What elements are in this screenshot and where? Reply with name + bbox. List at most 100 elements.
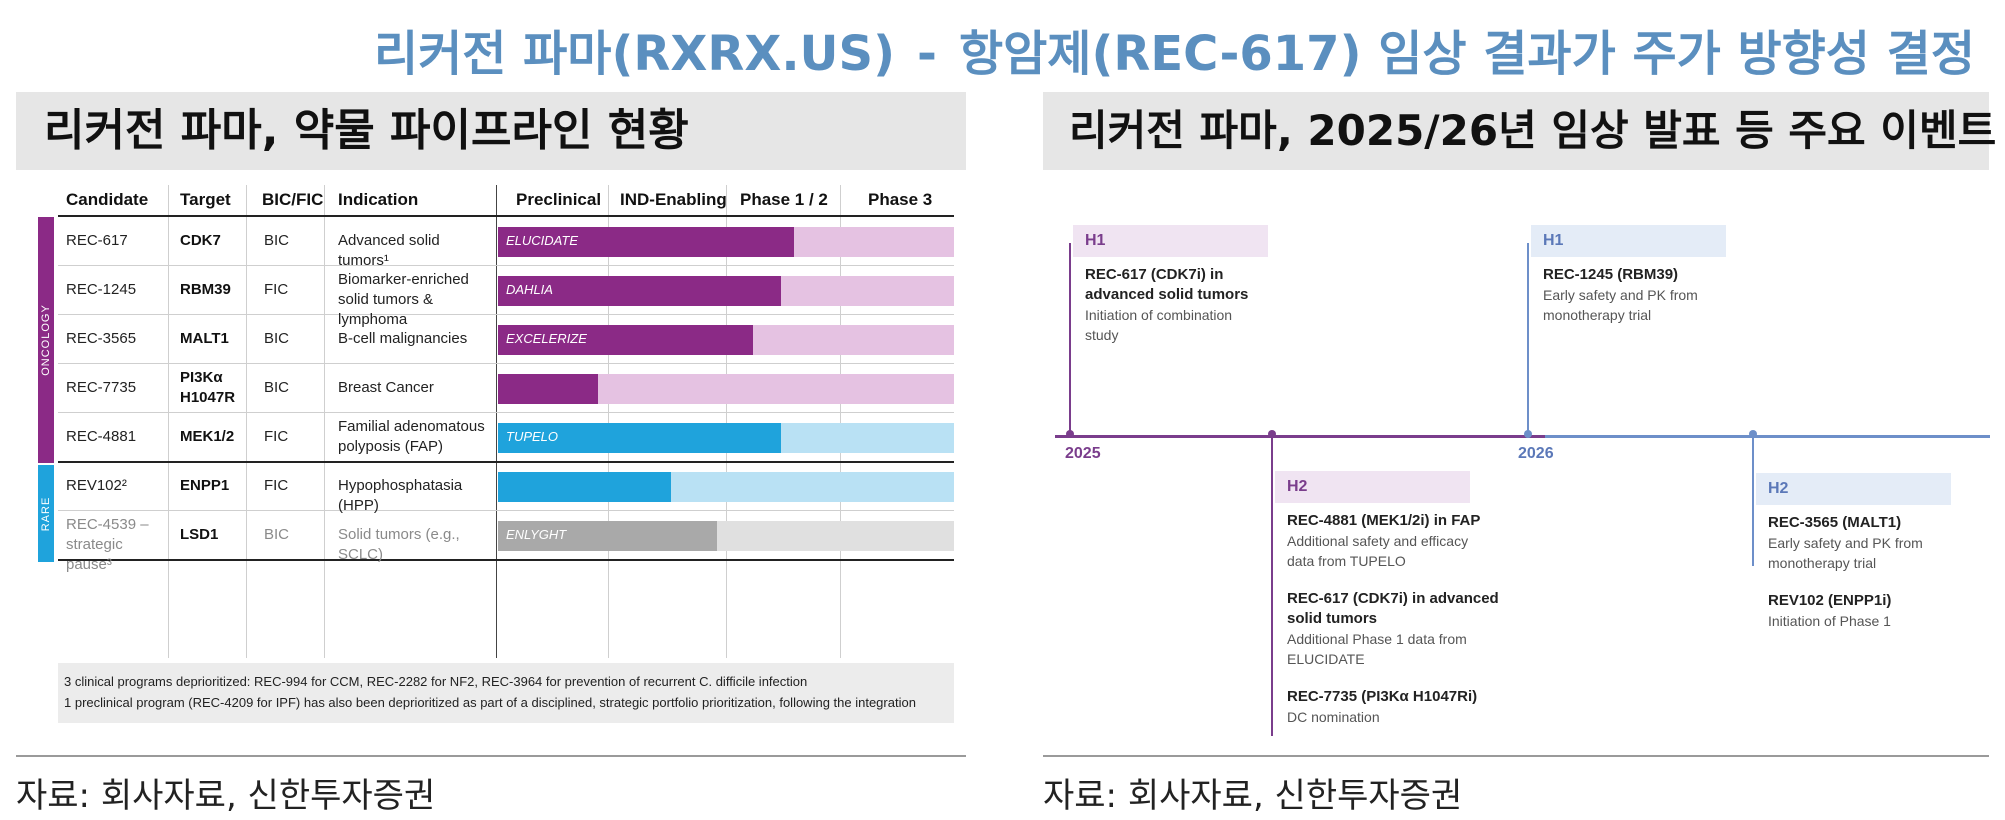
candidate-cell: REV102²	[66, 477, 127, 494]
event-stem	[1527, 243, 1529, 437]
half-label: H2	[1275, 471, 1470, 503]
event-dot	[1749, 430, 1757, 438]
bicfic-cell: FIC	[264, 281, 289, 298]
candidate-cell: REC-4881	[66, 428, 137, 445]
pipeline-panel-header: 리커전 파마, 약물 파이프라인 현황	[16, 92, 966, 170]
progress-bar	[498, 472, 672, 502]
indication-cell: B-cell malignancies	[338, 330, 468, 347]
trial-name: EXCELERIZE	[506, 331, 587, 346]
indication-cell: Familial adenomatous polyposis (FAP)	[338, 418, 485, 455]
header-rule	[58, 215, 954, 217]
progress-bar: DAHLIA	[498, 276, 781, 306]
target-cell: ENPP1	[180, 477, 230, 494]
col-phase12: Phase 1 / 2	[740, 190, 828, 209]
col-indication: Indication	[338, 190, 419, 209]
event-description: Initiation of Phase 1	[1768, 613, 1891, 629]
bicfic-cell: BIC	[264, 526, 290, 543]
event-description: DC nomination	[1287, 709, 1380, 725]
bicfic-cell: BIC	[264, 330, 290, 347]
half-label: H1	[1531, 225, 1726, 257]
target-cell: LSD1	[180, 526, 219, 543]
column-divider	[246, 185, 247, 658]
column-divider	[168, 185, 169, 658]
row-divider	[58, 510, 954, 511]
progress-track	[498, 472, 954, 502]
row-divider	[58, 461, 954, 463]
target-cell: MALT1	[180, 330, 229, 347]
event-title: REC-617 (CDK7i) in advanced solid tumors	[1287, 590, 1499, 627]
target-cell: RBM39	[180, 281, 231, 298]
progress-bar: ELUCIDATE	[498, 227, 795, 257]
target-cell: CDK7	[180, 232, 221, 249]
events-panel: 리커전 파마, 2025/26년 임상 발표 등 주요 이벤트	[1043, 92, 1996, 170]
col-candidate: Candidate	[66, 190, 149, 209]
page-title: 리커전 파마(RXRX.US) - 항암제(REC-617) 임상 결과가 주가 방…	[374, 14, 1975, 84]
progress-track: ELUCIDATE	[498, 227, 954, 257]
indication-cell: Solid tumors (e.g., SCLC)	[338, 526, 460, 563]
trial-name: ELUCIDATE	[506, 233, 578, 248]
footnote-line-1: 3 clinical programs deprioritized: REC-9…	[64, 674, 808, 689]
category-oncology: ONCOLOGY	[38, 217, 54, 463]
right-source: 자료: 회사자료, 신한투자증권	[1043, 776, 1463, 816]
row-divider	[58, 314, 954, 315]
event-dot	[1066, 430, 1074, 438]
event-title: REC-617 (CDK7i) in advanced solid tumors	[1085, 266, 1249, 303]
progress-bar	[498, 374, 599, 404]
row-divider	[58, 265, 954, 266]
event-title: REC-4881 (MEK1/2i) in FAP	[1287, 512, 1481, 529]
event-title: REC-3565 (MALT1)	[1768, 514, 1902, 531]
bicfic-cell: FIC	[264, 477, 289, 494]
bicfic-cell: FIC	[264, 428, 289, 445]
col-bicfic: BIC/FIC	[262, 190, 324, 209]
row-divider	[58, 559, 954, 561]
half-label: H2	[1756, 473, 1951, 505]
page-title-left: 리커전 파마(RXRX.US)	[373, 26, 896, 82]
left-source: 자료: 회사자료, 신한투자증권	[16, 776, 436, 816]
indication-cell: Hypophosphatasia (HPP)	[338, 477, 463, 514]
col-ind-enabling: IND-Enabling	[620, 190, 727, 209]
year-2026-label: 2026	[1518, 445, 1554, 462]
event-stem	[1069, 243, 1071, 437]
pipeline-table: Candidate Target BIC/FIC Indication Prec…	[38, 185, 954, 723]
indication-cell: Breast Cancer	[338, 379, 434, 396]
progress-track: ENLYGHT	[498, 521, 954, 551]
progress-track: EXCELERIZE	[498, 325, 954, 355]
candidate-cell: REC-617	[66, 232, 128, 249]
column-divider	[496, 185, 497, 658]
right-source-divider	[1043, 755, 1989, 757]
candidate-cell: REC-3565	[66, 330, 137, 347]
progress-track: DAHLIA	[498, 276, 954, 306]
indication-cell: Advanced solid tumors¹	[338, 232, 440, 269]
indication-cell: Biomarker-enriched solid tumors & lympho…	[338, 271, 469, 328]
year-2025-label: 2025	[1065, 445, 1101, 462]
pipeline-footnote: 3 clinical programs deprioritized: REC-9…	[58, 663, 954, 723]
event-stem	[1271, 436, 1273, 736]
progress-track: TUPELO	[498, 423, 954, 453]
progress-bar: ENLYGHT	[498, 521, 717, 551]
trial-name: TUPELO	[506, 429, 559, 444]
half-label: H1	[1073, 225, 1268, 257]
progress-bar: EXCELERIZE	[498, 325, 754, 355]
row-divider	[58, 363, 954, 364]
progress-track	[498, 374, 954, 404]
event-timeline: 2025 2026 H1 REC-617 (CDK7i) in advanced …	[1055, 225, 1990, 745]
event-title: REC-7735 (PI3Kα H1047Ri)	[1287, 688, 1478, 705]
candidate-cell: REC-4539 – strategic pause³	[66, 516, 149, 573]
trial-name: DAHLIA	[506, 282, 553, 297]
page-title-right: 항암제(REC-617) 임상 결과가 주가 방향성 결정	[958, 26, 1975, 82]
column-divider	[324, 185, 325, 658]
event-description: Early safety and PK from monotherapy tri…	[1543, 287, 1698, 323]
event-stem	[1752, 436, 1754, 566]
left-source-divider	[16, 755, 966, 757]
event-dot	[1524, 430, 1532, 438]
bicfic-cell: BIC	[264, 232, 290, 249]
progress-bar: TUPELO	[498, 423, 781, 453]
col-target: Target	[180, 190, 231, 209]
category-rare: RARE	[38, 465, 54, 562]
event-title: REC-1245 (RBM39)	[1543, 266, 1679, 283]
event-description: Additional safety and efficacy data from…	[1287, 533, 1469, 569]
col-phase3: Phase 3	[868, 190, 933, 209]
candidate-cell: REC-7735	[66, 379, 137, 396]
col-preclinical: Preclinical	[516, 190, 602, 209]
event-title: REV102 (ENPP1i)	[1768, 592, 1892, 609]
